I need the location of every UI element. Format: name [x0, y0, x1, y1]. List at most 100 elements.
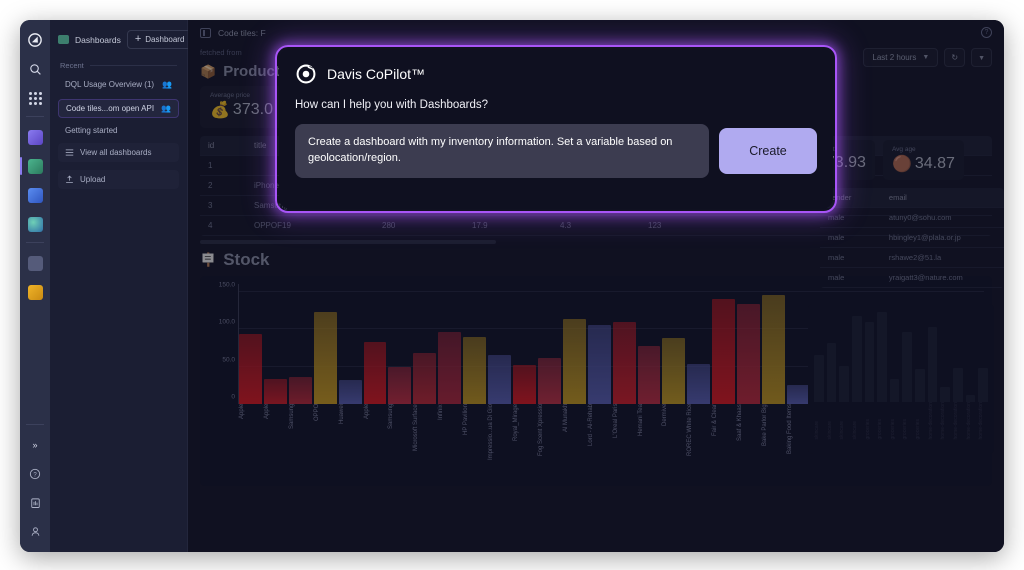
bar — [587, 325, 611, 404]
grid-apps-icon[interactable] — [24, 87, 46, 109]
chevrons-right-icon[interactable]: » — [32, 440, 38, 450]
sidebar-item-hosts[interactable] — [24, 252, 46, 274]
bar — [313, 311, 337, 404]
section-title-products: 📦 Products — [188, 57, 1004, 82]
view-all-dashboards-button[interactable]: View all dashboards — [58, 143, 179, 162]
davis-copilot-icon — [295, 63, 317, 85]
horizontal-scrollbar[interactable] — [200, 240, 496, 244]
canvas-toolbar: Last 2 hours ▼ ↻ ▼ — [863, 48, 992, 67]
help-circle-icon[interactable]: ? — [24, 463, 46, 485]
modal-title: Davis CoPilot™ — [327, 66, 426, 82]
cell-id: 4 — [208, 221, 213, 230]
person-icon[interactable] — [24, 521, 46, 543]
x-axis-tick-label: Hemani Tea — [637, 404, 644, 436]
bar — [438, 332, 462, 404]
x-axis-tick-label: LED Lights — [911, 404, 918, 434]
sidebar-item-launchpad[interactable] — [24, 213, 46, 235]
copilot-modal: Davis CoPilot™ How can I help you with D… — [279, 49, 833, 209]
dynatrace-logo-icon[interactable] — [24, 29, 46, 51]
x-axis-tick-label: Apple — [363, 404, 370, 420]
y-axis: 0 50.0 100.0 150.0 — [208, 281, 238, 404]
bar-series — [239, 284, 985, 404]
bar — [288, 377, 312, 404]
x-axis-tick-label: Huawei — [338, 404, 345, 425]
gridline — [239, 365, 984, 367]
bar — [737, 304, 761, 404]
sidebar-item-notebooks[interactable] — [24, 126, 46, 148]
view-all-label: View all dashboards — [80, 148, 152, 157]
bar — [512, 365, 536, 404]
sidebar-item-workflows[interactable] — [24, 184, 46, 206]
chevron-down-icon: ▼ — [922, 54, 930, 61]
search-icon[interactable] — [24, 58, 46, 80]
recent-item-label: DQL Usage Overview (1) — [65, 80, 155, 89]
cell-price: 280 — [382, 221, 396, 230]
chart-container: 0 50.0 100.0 150.0 Apple Apple Samsung OPPO Hua… — [200, 276, 992, 486]
clipboard-icon[interactable] — [24, 492, 46, 514]
x-axis-tick-label: Lord - Al-Rehab — [587, 404, 594, 447]
y-axis-tick-label: 50.0 — [222, 356, 235, 363]
recent-item-dql-usage[interactable]: DQL Usage Overview (1) 👥 — [58, 76, 179, 93]
recent-item-code-tiles[interactable]: Code tiles...om open API 👥 — [58, 99, 179, 118]
bar — [537, 358, 561, 404]
help-circle-icon[interactable]: ? — [981, 27, 992, 38]
bar — [961, 363, 985, 404]
x-axis-tick-label: Impressio...ua Di Gio — [488, 404, 495, 461]
bar — [239, 333, 262, 404]
dashboards-icon — [58, 35, 69, 44]
bar — [413, 353, 437, 404]
prompt-input[interactable]: Create a dashboard with my inventory inf… — [295, 124, 709, 178]
x-axis-tick-label: OPPO — [313, 404, 320, 422]
cell-title: iPhone X — [254, 181, 287, 190]
bar — [762, 294, 785, 404]
app-window: » ? Dashboards + Dashboard Rece — [20, 20, 1004, 552]
cell-rating: 4.3 — [560, 221, 572, 230]
nav-title: Dashboards — [75, 34, 121, 45]
y-axis-tick-label: 0 — [231, 393, 235, 401]
x-axis-tick-label: luxury palace — [936, 404, 943, 440]
bar — [687, 363, 711, 404]
y-axis-tick-label: 100.0 — [218, 318, 235, 326]
x-axis-tick-label: Saaf & Khaas — [737, 404, 744, 441]
new-dashboard-button[interactable]: + Dashboard — [126, 30, 193, 49]
x-axis-tick-label: Golden — [961, 404, 968, 424]
recent-header: Recent — [50, 49, 187, 70]
bar — [811, 319, 835, 404]
fetched-text: fetched from — [200, 48, 242, 57]
money-bag-icon: 💰 — [210, 102, 230, 119]
bar — [662, 338, 686, 404]
toggle-panel-icon[interactable] — [200, 28, 211, 38]
list-icon — [65, 149, 74, 156]
gridline — [239, 328, 984, 329]
canvas-header: Code tiles: F — [188, 20, 1004, 46]
bar — [612, 321, 636, 404]
more-options-button[interactable]: ▼ — [971, 48, 992, 67]
recent-item-getting-started[interactable]: Getting started — [65, 126, 118, 135]
breadcrumb: Code tiles: F — [218, 28, 266, 38]
selection-indicator — [20, 157, 22, 175]
x-axis-tick-label: Samsung — [288, 404, 295, 430]
bar — [886, 391, 910, 404]
create-button[interactable]: Create — [719, 127, 817, 174]
sidebar-item-storage[interactable] — [24, 281, 46, 303]
x-axis-tick-label: Bake Parlor Big — [762, 404, 769, 446]
bar — [911, 363, 935, 404]
plot-region: 0 50.0 100.0 150.0 — [208, 281, 985, 404]
table-row[interactable]: 4 OPPOF19 280 17.9 4.3 123 — [200, 216, 992, 236]
bar — [562, 318, 586, 404]
refresh-button[interactable]: ↻ — [944, 48, 966, 67]
sidebar-item-dashboards[interactable] — [20, 155, 46, 177]
x-axis-tick-label: Samsung — [388, 404, 395, 430]
upload-button[interactable]: Upload — [58, 170, 179, 189]
bar — [463, 337, 487, 404]
plot-area — [238, 284, 985, 404]
cell-id: 3 — [208, 201, 213, 210]
bar — [712, 299, 736, 404]
bar — [388, 366, 412, 404]
stock-chart-widget: 0 50.0 100.0 150.0 Apple Apple Samsung OPPO Hua… — [188, 272, 1004, 486]
plus-icon: + — [134, 33, 142, 45]
timeframe-selector[interactable]: Last 2 hours ▼ — [863, 48, 939, 67]
cell-id: 2 — [208, 181, 213, 190]
upload-icon — [66, 175, 73, 183]
